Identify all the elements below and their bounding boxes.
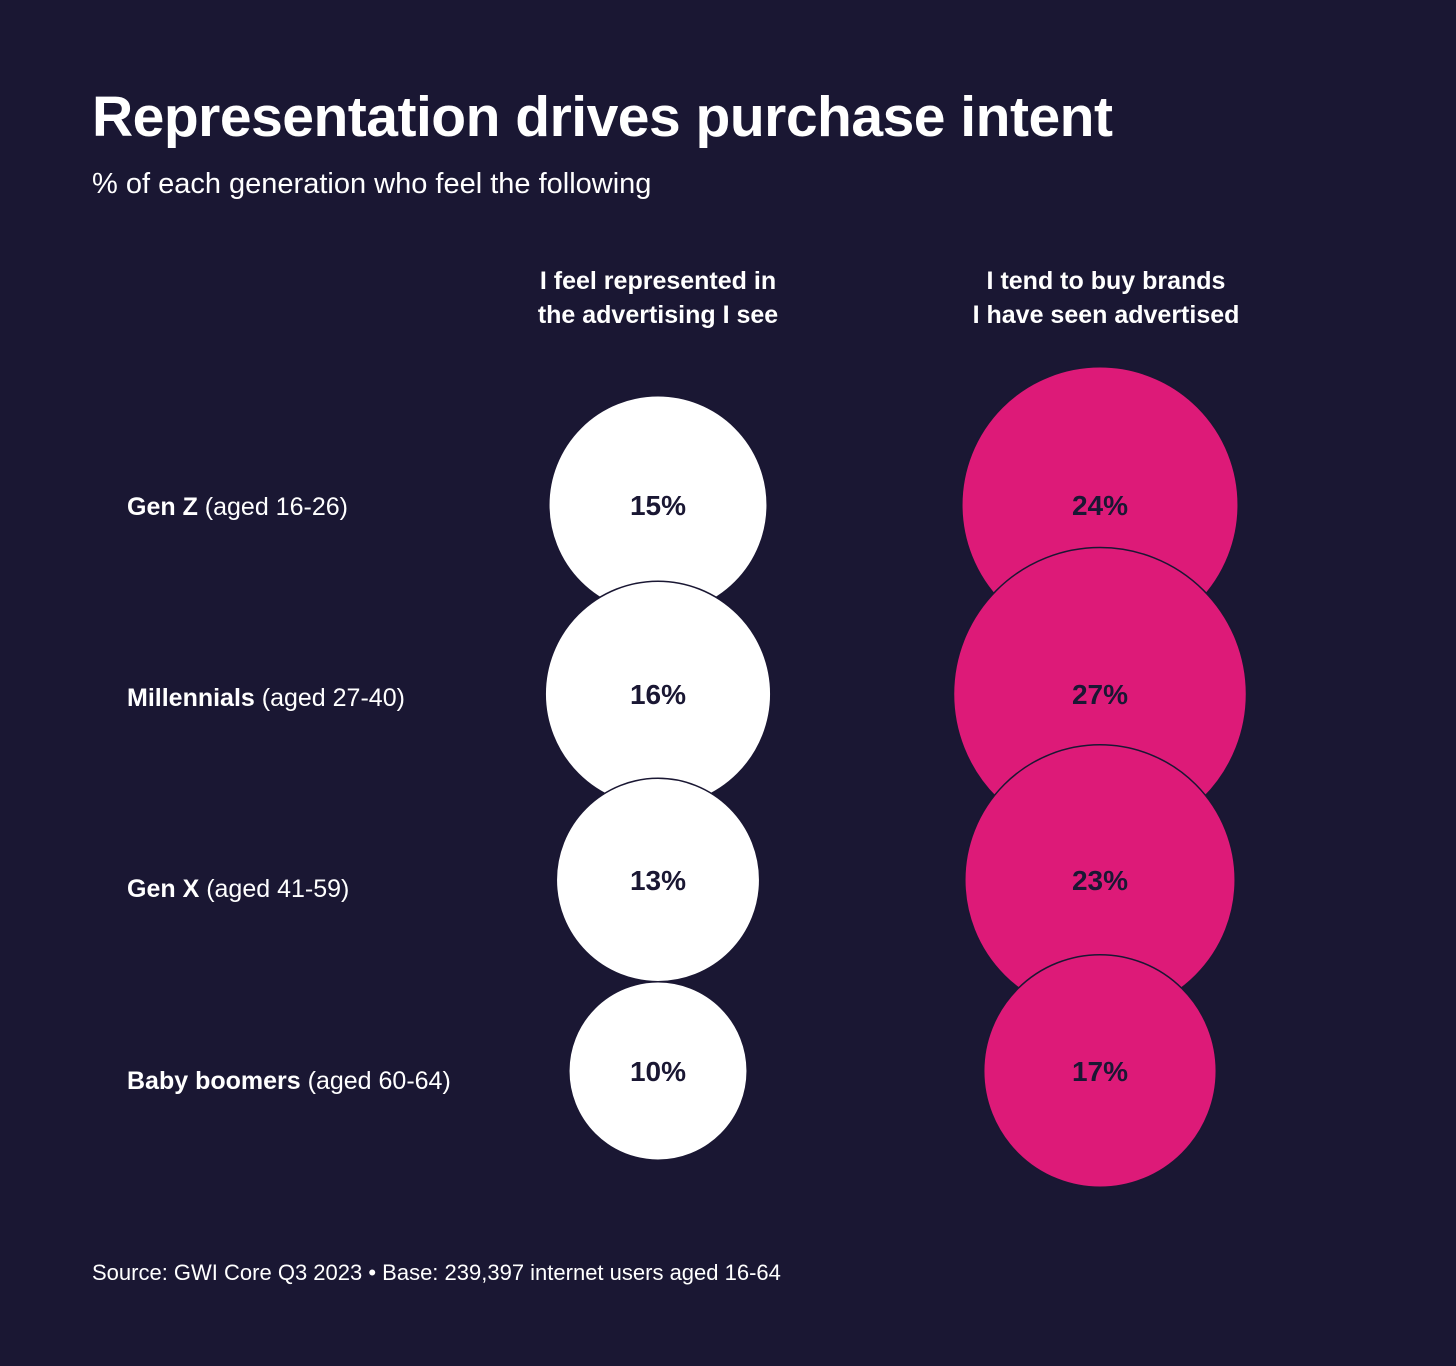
bubble-value-label: 10% [630, 1056, 686, 1087]
row-label-baby-boomers: Baby boomers (aged 60-64) [127, 1066, 451, 1096]
generation-age: (aged 27-40) [261, 684, 405, 712]
bubble-value-label: 24% [1072, 490, 1128, 521]
generation-name: Baby boomers [127, 1067, 301, 1095]
column-header-buy-brands: I tend to buy brands I have seen adverti… [896, 264, 1316, 332]
generation-age: (aged 16-26) [204, 493, 348, 521]
chart-subtitle: % of each generation who feel the follow… [92, 168, 652, 200]
row-label-millennials: Millennials (aged 27-40) [127, 683, 405, 713]
generation-age: (aged 60-64) [307, 1067, 451, 1095]
column-header-line: I feel represented in [539, 267, 777, 295]
bubble-value-label: 15% [630, 490, 686, 521]
column-header-line: I have seen advertised [972, 301, 1240, 329]
bubble-value-label: 13% [630, 865, 686, 896]
generation-age: (aged 41-59) [206, 875, 350, 903]
bubble-value-label: 27% [1072, 679, 1128, 710]
bubble-buy-brands-3 [982, 953, 1218, 1189]
generation-name: Millennials [127, 684, 255, 712]
row-label-gen-z: Gen Z (aged 16-26) [127, 492, 348, 522]
bubble-value-label: 23% [1072, 865, 1128, 896]
chart-title: Representation drives purchase intent [92, 85, 1113, 149]
row-label-gen-x: Gen X (aged 41-59) [127, 874, 349, 904]
source-note: Source: GWI Core Q3 2023 • Base: 239,397… [92, 1260, 781, 1285]
bubble-represented-3 [568, 981, 748, 1161]
column-header-line: the advertising I see [537, 301, 779, 329]
column-header-line: I tend to buy brands [986, 267, 1226, 295]
generation-name: Gen X [127, 875, 200, 903]
bubble-value-label: 17% [1072, 1056, 1128, 1087]
bubble-value-label: 16% [630, 679, 686, 710]
generation-name: Gen Z [127, 493, 198, 521]
column-header-represented: I feel represented in the advertising I … [448, 264, 868, 332]
